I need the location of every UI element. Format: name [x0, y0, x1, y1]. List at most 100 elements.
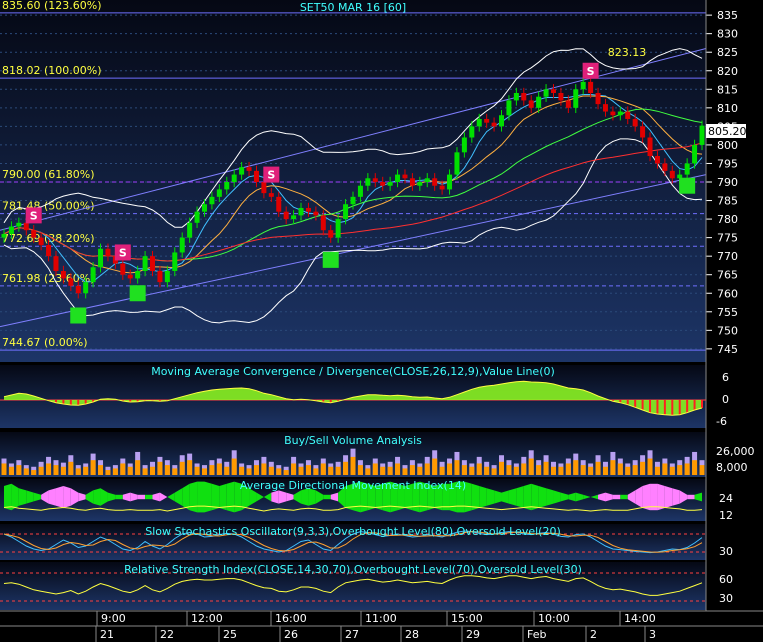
volume-sell-bar [447, 463, 453, 475]
adx-band-segment [159, 492, 168, 502]
volume-sell-bar [283, 470, 289, 475]
buy-signal-marker [129, 285, 146, 302]
volume-sell-bar [335, 466, 341, 475]
candle-body [305, 207, 311, 212]
candle-body [98, 248, 104, 268]
volume-sell-bar [602, 466, 608, 475]
adx-band-segment [375, 483, 383, 511]
volume-sell-bar [365, 468, 371, 475]
volume-sell-bar [684, 463, 690, 475]
adx-band-segment [449, 481, 457, 513]
volume-sell-bar [172, 468, 178, 475]
adx-band-segment [55, 486, 64, 508]
buy-signal-marker [322, 251, 339, 268]
volume-sell-bar [209, 465, 215, 475]
candle-body [692, 144, 698, 164]
bollinger-upper [3, 48, 703, 228]
adx-band-segment [553, 490, 561, 504]
candle-body [365, 178, 371, 186]
candle-body [8, 226, 14, 234]
macd-tick-bottom: -6 [716, 415, 727, 428]
peak-label: 823.13 [608, 46, 647, 59]
volume-sell-bar [521, 463, 527, 475]
adx-band-segment [70, 488, 79, 506]
fib-level-label: 818.02 (100.00%) [2, 64, 102, 77]
adx-band-segment [687, 494, 695, 500]
hour-label: 15:00 [451, 612, 483, 625]
candle-body [261, 182, 267, 194]
price-axis-label: 775 [717, 232, 738, 245]
adx-band-segment [330, 492, 339, 502]
sell-signal-marker [582, 62, 599, 79]
volume-sell-bar [320, 463, 326, 475]
volume-sell-bar [380, 466, 386, 475]
signal-markers: S S S S [25, 62, 696, 324]
volume-sell-bar [187, 460, 193, 475]
candle-body [573, 89, 579, 108]
volume-sell-bar [409, 465, 415, 475]
candle-body [157, 271, 163, 283]
volume-sell-bar [224, 466, 230, 475]
volume-sell-bar [46, 463, 52, 475]
macd-title: Moving Average Convergence / Divergence(… [151, 365, 555, 378]
candle-body [239, 167, 245, 175]
macd-panel [0, 380, 706, 416]
sell-signal-marker [25, 207, 42, 224]
price-axis-label: 810 [717, 102, 738, 115]
candle-body [246, 167, 252, 171]
candlestick-series [1, 76, 705, 299]
candle-body [610, 111, 616, 116]
candle-body [53, 256, 59, 271]
adx-band-segment [412, 481, 420, 513]
day-label: 22 [160, 628, 174, 641]
candle-body [469, 126, 475, 138]
last-price-tag: 805.20 [708, 125, 747, 138]
volume-sell-bar [439, 466, 445, 475]
hour-label: 9:00 [101, 612, 126, 625]
adx-band-segment [575, 492, 584, 502]
volume-sell-bar [16, 465, 22, 475]
price-axis-label: 750 [717, 324, 738, 337]
adx-band-segment [464, 481, 472, 513]
price-axis-label: 820 [717, 65, 738, 78]
volume-sell-bar [528, 458, 534, 475]
volume-sell-bar [83, 466, 89, 475]
volume-sell-bar [343, 461, 349, 475]
adx-band-segment [427, 483, 435, 511]
candle-body [16, 222, 22, 227]
adx-band-segment [627, 490, 636, 504]
candle-body [135, 271, 141, 279]
fib-level-label: 744.67 (0.00%) [2, 336, 88, 349]
volume-sell-bar [105, 470, 111, 475]
volume-sell-bar [112, 468, 118, 475]
volume-sell-bar [350, 456, 356, 475]
macd-line [3, 380, 703, 416]
fibonacci-levels: 835.60 (123.60%) 818.02 (100.00%) 790.00 (… [0, 0, 706, 351]
volume-sell-bar [216, 463, 222, 475]
candle-body [432, 178, 438, 186]
candle-body [350, 196, 356, 205]
time-axis: 9:00 12:00 16:00 11:00 15:00 10:00 14:00 21 22 25… [0, 610, 763, 642]
candle-body [602, 104, 608, 112]
adx-band-segment [523, 483, 532, 511]
candle-body [357, 185, 363, 197]
day-label: 28 [405, 628, 419, 641]
candle-body [142, 256, 148, 271]
adx-band-segment [249, 488, 257, 506]
volume-sell-bar [127, 466, 133, 475]
volume-sell-bar [387, 466, 393, 475]
volume-sell-bar [60, 466, 66, 475]
adx-band-segment [93, 488, 101, 506]
hour-label: 11:00 [365, 612, 397, 625]
candle-body [320, 215, 326, 231]
adx-band-segment [308, 488, 316, 506]
adx-band-segment [241, 483, 250, 511]
volume-sell-bar [654, 466, 660, 475]
adx-band-segment [560, 492, 569, 502]
volume-sell-bar [8, 466, 14, 475]
volume-sell-bar [595, 461, 601, 475]
volume-sell-bar [31, 470, 37, 475]
adx-band-segment [174, 488, 183, 506]
candle-body [224, 182, 230, 190]
